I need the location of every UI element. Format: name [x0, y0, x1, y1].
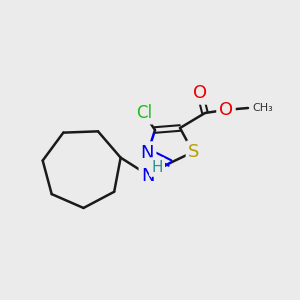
Text: N: N	[141, 167, 155, 185]
Text: O: O	[193, 84, 207, 102]
Text: Cl: Cl	[136, 104, 152, 122]
Text: O: O	[219, 101, 233, 119]
Text: CH₃: CH₃	[252, 103, 273, 113]
Text: H: H	[151, 160, 163, 175]
Text: S: S	[188, 143, 200, 161]
Text: N: N	[140, 144, 154, 162]
